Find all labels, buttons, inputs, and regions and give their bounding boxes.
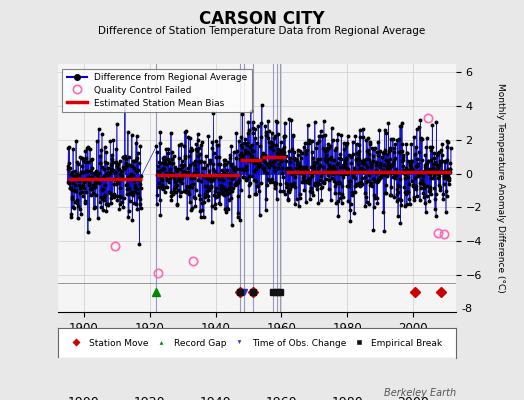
Text: Difference of Station Temperature Data from Regional Average: Difference of Station Temperature Data f… — [99, 26, 425, 36]
Legend: Difference from Regional Average, Quality Control Failed, Estimated Station Mean: Difference from Regional Average, Qualit… — [62, 68, 252, 112]
Text: Berkeley Earth: Berkeley Earth — [384, 388, 456, 398]
Legend: Station Move, Record Gap, Time of Obs. Change, Empirical Break: Station Move, Record Gap, Time of Obs. C… — [68, 336, 445, 350]
Text: -8: -8 — [462, 304, 473, 314]
Y-axis label: Monthly Temperature Anomaly Difference (°C): Monthly Temperature Anomaly Difference (… — [496, 83, 505, 293]
Text: CARSON CITY: CARSON CITY — [199, 10, 325, 28]
